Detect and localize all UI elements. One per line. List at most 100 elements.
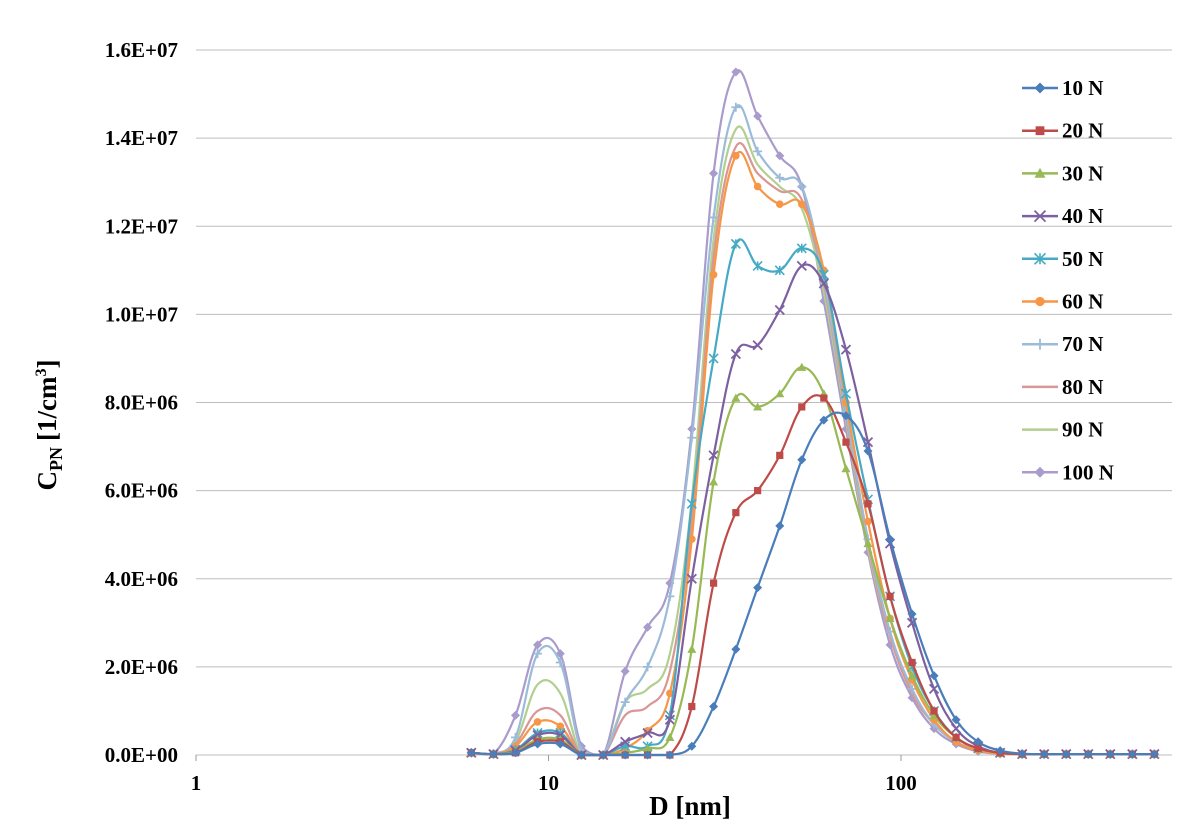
data-point [665, 750, 675, 760]
data-point [840, 344, 852, 355]
legend-marker [1035, 296, 1045, 307]
data-point [686, 498, 697, 509]
legend-item: 100 N [1022, 460, 1114, 484]
y-tick-label: 8.0E+06 [105, 391, 178, 415]
x-tick-label: 10 [538, 771, 559, 795]
data-point [708, 353, 719, 364]
data-point [533, 640, 543, 650]
data-point [951, 715, 961, 725]
data-point [730, 348, 741, 360]
data-point [797, 455, 807, 465]
series-line [471, 238, 1155, 757]
data-point [466, 748, 476, 758]
legend-marker [1034, 167, 1046, 178]
data-point [863, 446, 873, 456]
y-axis-title-subscript: PN [46, 447, 66, 471]
legend-item: 90 N [1022, 418, 1103, 442]
data-point [1017, 749, 1027, 759]
data-point [688, 702, 696, 711]
y-tick-label: 1.6E+07 [105, 38, 178, 62]
series-line [471, 142, 1155, 757]
legend-label: 100 N [1062, 460, 1114, 484]
data-point [752, 260, 763, 271]
series-50-n [466, 238, 1160, 761]
data-point [620, 750, 630, 760]
data-point [774, 265, 785, 276]
y-axis-title: CPN [1/cm3] [32, 360, 66, 491]
plot-area [466, 67, 1160, 761]
legend-item: 30 N [1022, 161, 1103, 185]
data-point [620, 666, 630, 676]
data-point [556, 722, 565, 731]
data-point [731, 67, 741, 77]
series-line [471, 411, 1155, 757]
y-tick-label: 1.2E+07 [105, 214, 178, 238]
data-point [753, 111, 763, 121]
data-point [818, 278, 829, 289]
legend-label: 20 N [1062, 119, 1103, 143]
data-point [929, 710, 939, 719]
x-tick-label: 100 [885, 771, 917, 795]
data-point [841, 464, 851, 473]
data-point [885, 534, 895, 544]
data-point [995, 746, 1005, 756]
data-point [753, 583, 763, 593]
data-point [928, 683, 940, 695]
data-point [533, 718, 542, 726]
y-axis-title-unit: [1/cm [32, 376, 62, 441]
y-tick-label: 1.4E+07 [105, 126, 178, 150]
data-point [686, 573, 697, 584]
y-tick-label: 0.0E+00 [105, 743, 178, 767]
data-point [643, 750, 653, 760]
data-point [709, 270, 718, 279]
y-axis-title-superscript: 3 [33, 369, 50, 377]
data-point [620, 736, 631, 747]
x-axis-title: D [nm] [649, 791, 731, 821]
data-point [732, 509, 740, 517]
data-point [687, 644, 697, 653]
data-point [907, 671, 917, 680]
data-point [709, 702, 719, 712]
data-point [775, 389, 785, 398]
data-point [753, 146, 763, 156]
data-point [885, 613, 895, 623]
legend-item: 70 N [1022, 332, 1103, 356]
data-point [732, 151, 740, 160]
data-point [820, 394, 828, 402]
data-point [797, 182, 807, 192]
legend-label: 10 N [1062, 76, 1103, 100]
data-point [886, 592, 894, 600]
data-point [708, 450, 719, 461]
legend-item: 20 N [1022, 119, 1103, 143]
data-point [776, 451, 784, 459]
legend-label: 50 N [1062, 247, 1103, 271]
y-tick-label: 6.0E+06 [105, 479, 178, 503]
data-point [819, 415, 829, 425]
data-point [952, 733, 960, 741]
data-point [775, 151, 785, 161]
data-point [533, 739, 543, 749]
data-point [620, 697, 630, 707]
legend-item: 10 N [1022, 76, 1103, 100]
data-point [797, 362, 807, 371]
data-point [555, 739, 565, 749]
series-100-n [466, 67, 1159, 760]
data-point [510, 732, 520, 742]
data-point [753, 182, 762, 191]
series-40-n [466, 260, 1160, 761]
legend-marker [1034, 466, 1046, 478]
data-point [798, 403, 806, 411]
data-point [842, 438, 850, 446]
data-point [930, 707, 938, 715]
data-point [731, 393, 741, 402]
series-70-n [466, 102, 1159, 760]
data-point [510, 710, 520, 720]
data-point [510, 748, 520, 758]
data-point [709, 477, 719, 486]
legend-item: 40 N [1022, 204, 1103, 228]
gridlines [196, 49, 1172, 756]
data-point [796, 243, 807, 254]
series-line [471, 366, 1155, 757]
series-line [471, 394, 1155, 757]
